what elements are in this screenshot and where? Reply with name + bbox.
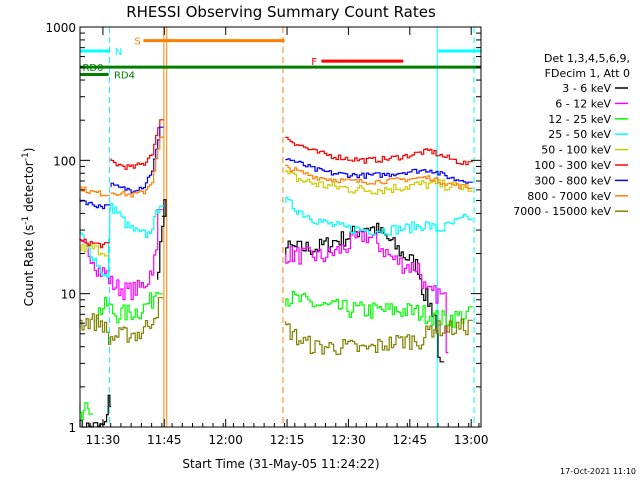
y-tick-label-2: 100	[53, 154, 76, 168]
legend-label-1: 3 - 6 keV	[562, 82, 611, 95]
flag-label-f: F	[311, 57, 317, 68]
series-5-segment-1	[79, 243, 110, 257]
legend-label-4: 25 - 50 keV	[548, 128, 611, 141]
series-7-segment-1	[79, 198, 110, 210]
y-tick-label-3: 1000	[45, 21, 76, 35]
series-2-segment-1	[79, 209, 163, 301]
x-tick-label-3: 12:15	[270, 433, 305, 447]
series-1-segment-3	[285, 222, 445, 363]
legend-label-2: 6 - 12 keV	[555, 97, 611, 110]
series-9-segment-1	[79, 297, 164, 345]
y-tick-label-0: 1	[68, 421, 76, 435]
series-3-segment-1	[79, 402, 94, 421]
flag-label-rd4: RD4	[114, 71, 135, 82]
series-2-segment-2	[285, 229, 449, 354]
y-axis: 1 10 100 1000	[45, 21, 481, 435]
x-tick-label-4: 12:30	[331, 433, 366, 447]
plot-area: N S F RD0 RD4	[79, 27, 481, 428]
legend-label-8: 800 - 7000 keV	[527, 190, 611, 203]
series-8-segment-3	[285, 164, 473, 190]
legend-label-6: 100 - 300 keV	[534, 159, 611, 172]
generated-timestamp: 17-Oct-2021 11:10	[560, 467, 636, 476]
series-6-segment-3	[285, 136, 473, 166]
x-axis-label: Start Time (31-May-05 11:24:22)	[182, 457, 379, 471]
series-8-segment-1	[79, 186, 110, 197]
x-tick-label-6: 13:00	[454, 433, 489, 447]
y-tick-label-1: 10	[61, 288, 76, 302]
y-axis-label: Count Rate (s-1 detector-1)	[21, 148, 36, 307]
legend-label-9: 7000 - 15000 keV	[513, 205, 611, 218]
series-7-segment-3	[285, 158, 473, 184]
flag-label-n: N	[115, 47, 122, 58]
chart-title: RHESSI Observing Summary Count Rates	[126, 3, 436, 21]
x-tick-label-1: 11:45	[147, 433, 182, 447]
series-5-segment-2	[285, 170, 473, 195]
series-7-segment-2	[110, 126, 164, 194]
series-4-segment-1	[79, 202, 164, 278]
legend-header-2: FDecim 1, Att 0	[545, 67, 630, 80]
series-8-segment-2	[110, 136, 164, 198]
series-3-segment-2	[95, 292, 164, 324]
series-6-segment-1	[79, 238, 110, 249]
legend: Det 1,3,4,5,6,9, FDecim 1, Att 0 3 - 6 k…	[513, 52, 630, 218]
flag-label-s: S	[134, 37, 140, 48]
plot-frame	[79, 26, 482, 428]
series-3-segment-3	[285, 290, 473, 328]
series-6-segment-2	[110, 119, 164, 170]
series-9-segment-2	[285, 318, 473, 355]
series-4-segment-2	[285, 196, 473, 236]
x-tick-label-0: 11:30	[86, 433, 121, 447]
legend-label-7: 300 - 800 keV	[534, 174, 611, 187]
x-axis: 11:30 11:45 12:00 12:15 12:30 12:45 13:00	[79, 27, 489, 447]
x-tick-label-5: 12:45	[393, 433, 428, 447]
flag-label-rd0: RD0	[82, 63, 103, 74]
legend-label-3: 12 - 25 keV	[548, 113, 611, 126]
series-1-segment-2	[157, 199, 167, 280]
legend-label-5: 50 - 100 keV	[541, 144, 611, 157]
legend-header-1: Det 1,3,4,5,6,9,	[544, 52, 630, 65]
x-tick-label-2: 12:00	[208, 433, 243, 447]
